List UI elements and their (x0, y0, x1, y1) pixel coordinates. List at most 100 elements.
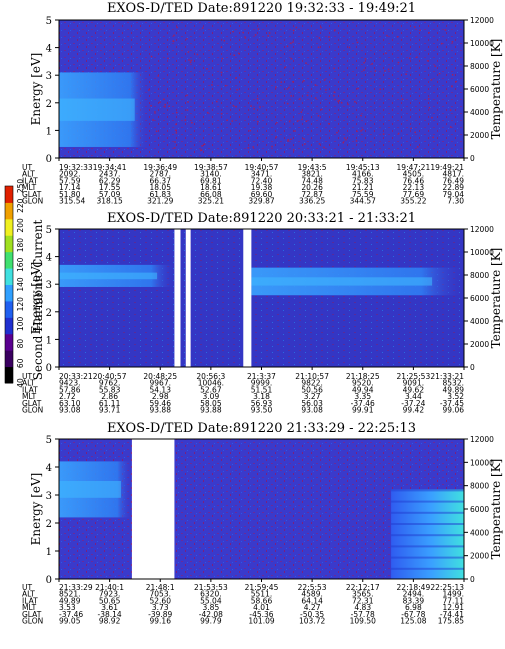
panel-title: EXOS-D/TED Date:891220 19:32:33 - 19:49:… (107, 1, 416, 16)
orbit-value: 9520. (352, 379, 373, 388)
noise-dot (232, 105, 235, 107)
colorbar: 40 60 80 100 120 140 160 180 200 220 250 Second Har… (4, 179, 45, 388)
noise-dot (357, 87, 359, 90)
orbit-value: 55.04 (200, 596, 222, 605)
orbit-value: 19:40:57 (245, 163, 279, 172)
orbit-value: 50.65 (99, 596, 121, 605)
noise-dot (430, 79, 433, 81)
colorbar-tick-label: 100 (16, 317, 25, 332)
noise-dot (387, 68, 390, 71)
noise-dot (252, 146, 255, 148)
orbit-value: 21:48:1 (146, 583, 175, 592)
noise-dot (397, 61, 400, 64)
orbit-value: 318.15 (97, 197, 123, 206)
orbit-row-label: MLT (22, 603, 37, 612)
noise-dot (268, 32, 271, 34)
orbit-value: 17.55 (99, 183, 121, 192)
noise-dot (333, 67, 335, 70)
noise-dot (196, 53, 199, 56)
orbit-value: 61.83 (150, 190, 172, 199)
orbit-value: 57.86 (59, 385, 81, 394)
colorbar-tick-label: 60 (16, 358, 25, 368)
noise-dot (438, 72, 441, 75)
energy-band-core (59, 272, 158, 280)
y2-tick-label: 8000 (470, 271, 489, 280)
noise-dot (175, 111, 178, 114)
orbit-value: 49.94 (352, 385, 374, 394)
orbit-value: 75.83 (352, 176, 374, 185)
panel-3: EXOS-D/TED Date:891220 21:33:29 - 22:25:… (22, 421, 503, 626)
noise-dot (416, 56, 418, 58)
noise-dot (292, 41, 294, 43)
y-tick-label: 4 (46, 253, 52, 264)
orbit-value: 3.53 (59, 603, 76, 612)
orbit-value: 6.98 (405, 603, 422, 612)
noise-dot (290, 95, 292, 97)
noise-dot (187, 101, 189, 103)
orbit-value: 21:18:25 (346, 372, 380, 381)
y-tick-label: 5 (46, 16, 52, 27)
orbit-value: 19.38 (251, 183, 273, 192)
data-gap (185, 228, 191, 368)
y-tick-label: 5 (46, 435, 52, 446)
orbit-value: 52.67 (200, 385, 222, 394)
y2-tick-label: 8000 (470, 482, 489, 491)
orbit-value: 109.50 (350, 617, 376, 626)
colorbar-swatch (5, 251, 13, 269)
orbit-value: 64.14 (301, 596, 323, 605)
orbit-value: 4817. (443, 170, 464, 179)
noise-dot (318, 37, 321, 39)
noise-dot (384, 70, 386, 72)
colorbar-frame (4, 185, 14, 384)
orbit-value: 76.49 (443, 176, 465, 185)
noise-dot (295, 26, 298, 29)
orbit-value: 49.89 (443, 385, 465, 394)
y2-tick-label: 6000 (470, 85, 489, 94)
noise-dot (317, 115, 320, 117)
orbit-value: 21.21 (352, 183, 374, 192)
noise-dot (280, 81, 283, 83)
colorbar-swatch (5, 186, 13, 203)
noise-dot (174, 129, 177, 131)
orbit-value: 9967. (150, 379, 171, 388)
orbit-value: -37.45 (440, 399, 464, 408)
orbit-row-label: ILAT (22, 385, 38, 394)
orbit-value: 49.89 (59, 596, 81, 605)
orbit-row-label: GLON (22, 617, 43, 626)
orbit-value: -37.46 (59, 610, 83, 619)
orbit-value: 9091. (403, 379, 424, 388)
orbit-value: 22.13 (403, 183, 425, 192)
orbit-value: 3.44 (405, 392, 422, 401)
noise-dot (189, 61, 192, 64)
noise-dot (236, 89, 238, 91)
noise-dot (249, 129, 251, 132)
noise-dot (374, 70, 377, 72)
orbit-row-label: GLAT (22, 190, 42, 199)
noise-dot (386, 34, 388, 37)
data-gap (131, 438, 175, 580)
orbit-row-label: UT (22, 583, 32, 592)
noise-dot (405, 73, 407, 75)
orbit-value: 99.79 (200, 617, 222, 626)
orbit-value: 22:12:17 (346, 583, 380, 592)
orbit-value: 57.59 (59, 176, 81, 185)
orbit-value: 4589. (301, 590, 322, 599)
noise-dot (254, 34, 257, 36)
orbit-value: -57.78 (351, 610, 375, 619)
orbit-row-label: ILAT (22, 176, 38, 185)
orbit-value: 2494. (403, 590, 424, 599)
colorbar-swatch (5, 350, 13, 368)
orbit-value: 55.83 (99, 385, 121, 394)
orbit-value: 2437. (99, 170, 120, 179)
orbit-value: 99.42 (403, 406, 425, 415)
orbit-value: 19:36:49 (143, 163, 177, 172)
orbit-row-label: UT (22, 163, 32, 172)
orbit-value: 93.71 (99, 406, 121, 415)
noise-dot (451, 85, 453, 88)
orbit-table: UTALTILATMLTGLATGLON20:33:219423.57.862.… (22, 367, 465, 415)
noise-dot (271, 145, 273, 148)
orbit-row-label: GLON (22, 197, 43, 206)
orbit-value: 93.88 (150, 406, 172, 415)
noise-dot (200, 149, 202, 152)
